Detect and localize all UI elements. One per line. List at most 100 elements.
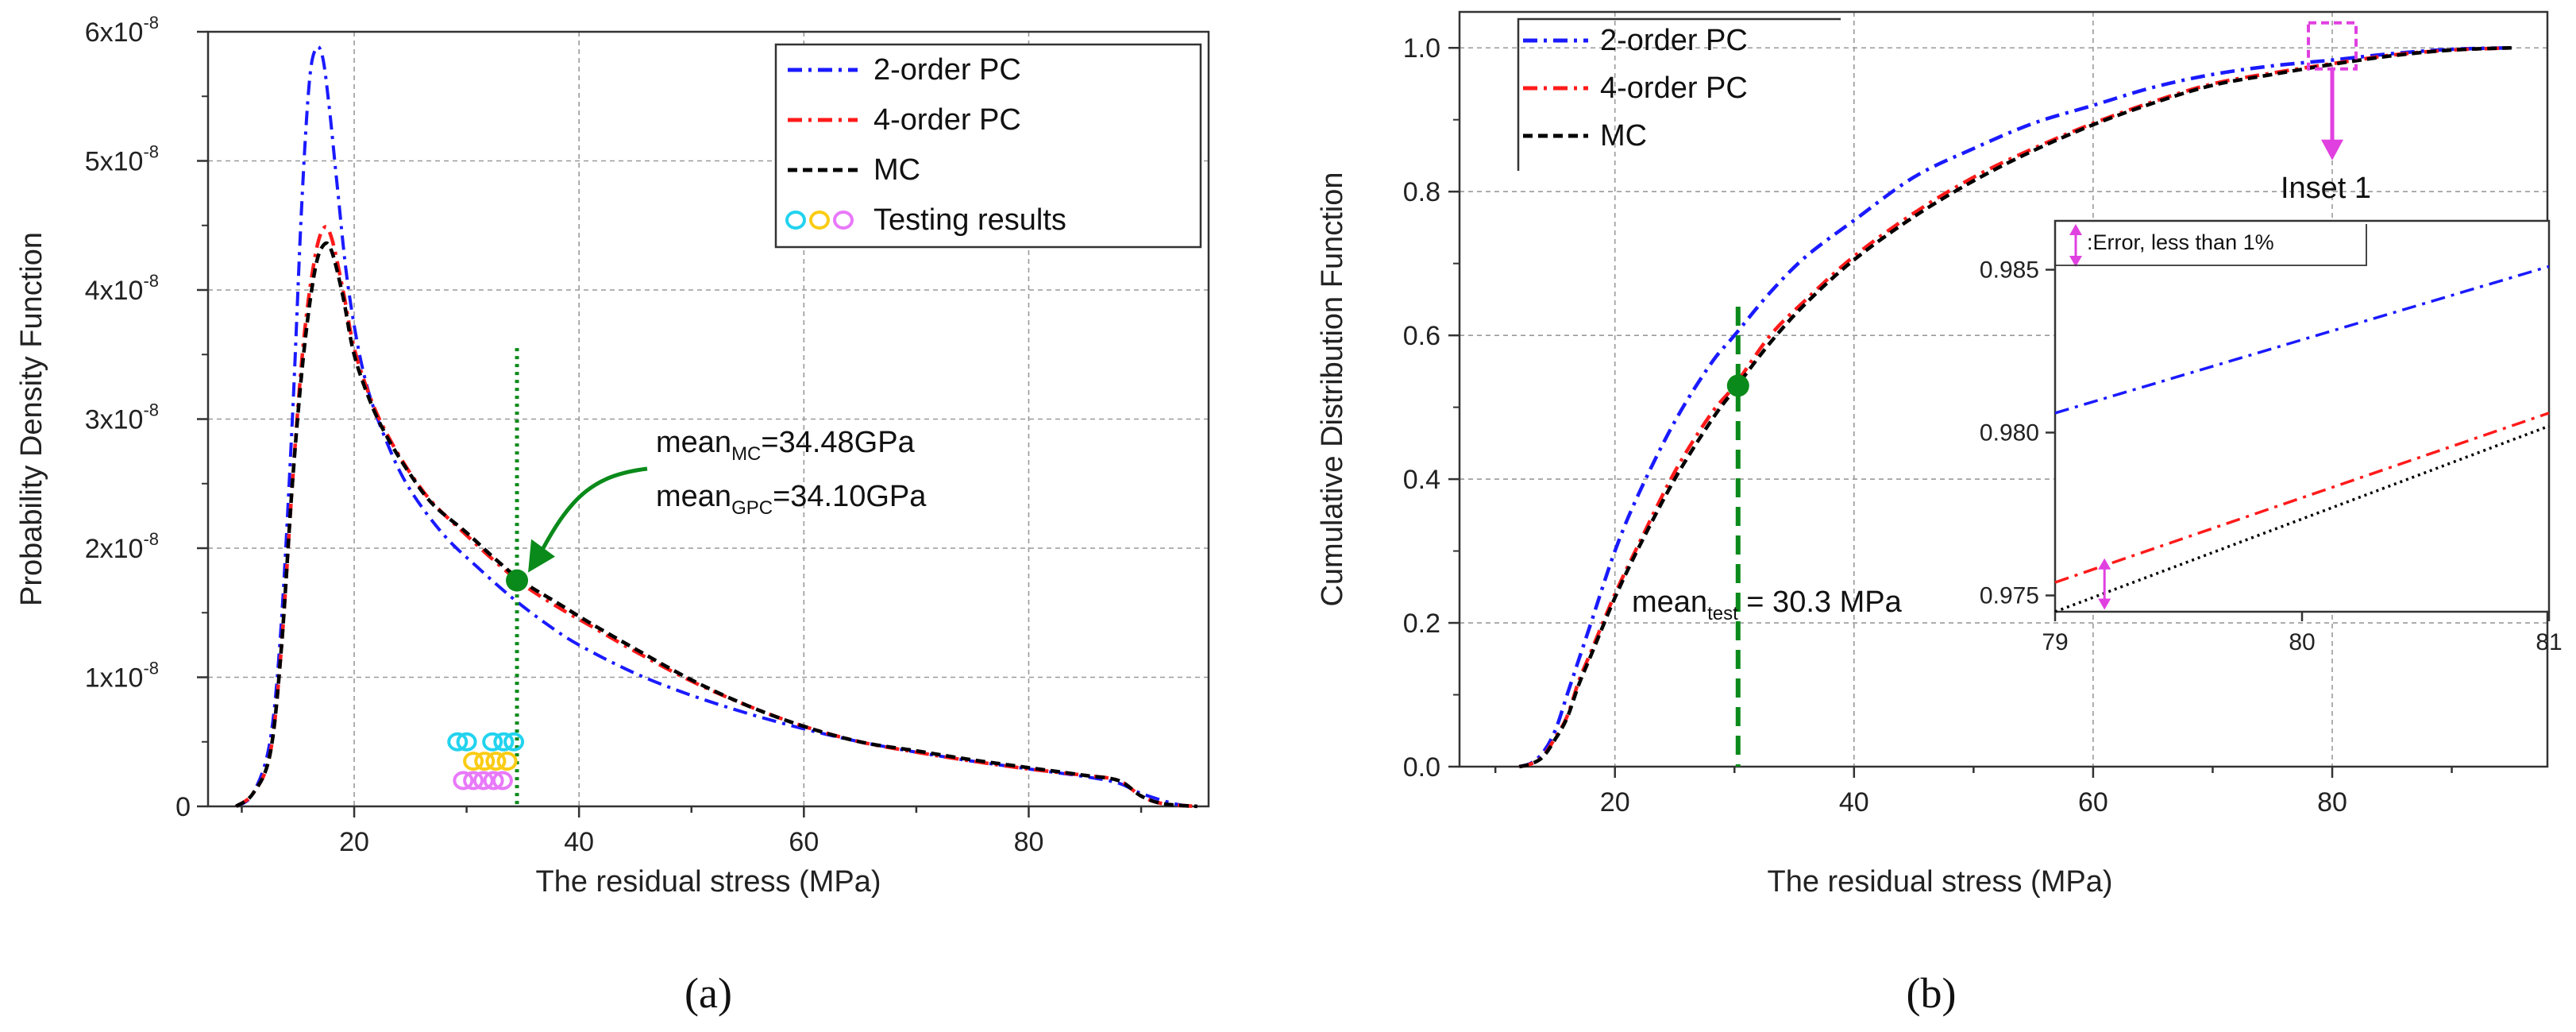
x-tick-label: 40 — [1839, 787, 1869, 817]
annotation-mean-gpc-base: mean — [656, 480, 731, 513]
x-tick-label: 20 — [339, 827, 369, 857]
mean-arrow-head — [528, 539, 556, 573]
y-tick-label: 0.8 — [1403, 177, 1440, 207]
testing-result-point — [453, 771, 474, 790]
y-tick-label: 2x10-8 — [85, 529, 159, 564]
error-gap-arrow-up — [2098, 558, 2111, 570]
annotation-mean-gpc: meanGPC=34.10GPa — [656, 480, 927, 519]
series-line-2-order-pc — [235, 44, 1198, 808]
inset-plot: 79 80 81 0.975 0.980 0.985:Error, less than 1… — [1980, 219, 2563, 655]
y-tick-label: 0.6 — [1403, 321, 1440, 351]
x-axis-label: The residual stress (MPa) — [1767, 865, 2112, 899]
y-tick-mantissa: 3x10 — [85, 405, 144, 435]
x-tick-label: 40 — [564, 827, 594, 857]
chart-b: 20 40 60 80 0.0 0.2 0.4 0.6 0.8 1.0 The residual s… — [1316, 10, 2563, 1017]
x-tick-label: 80 — [1014, 827, 1044, 857]
testing-result-point — [493, 732, 515, 752]
annotation-mean-gpc-sub: GPC — [731, 497, 773, 519]
x-axis-label: The residual stress (MPa) — [535, 865, 881, 899]
y-tick-label: 0.0 — [1403, 752, 1440, 783]
error-gap-arrow-down — [2098, 598, 2111, 610]
legend-label: MC — [873, 153, 920, 187]
inset-label: Inset 1 — [2281, 172, 2371, 205]
annotation-mean-mc-base: mean — [656, 426, 731, 459]
legend: 2-order PC 4-order PC MC Testing results — [774, 43, 1202, 249]
legend-marker-circle — [785, 211, 806, 230]
testing-result-point — [496, 752, 518, 771]
y-axis-label: Cumulative Distribution Function — [1316, 172, 1349, 606]
y-tick-mantissa: 5x10 — [85, 147, 144, 177]
testing-result-point — [492, 771, 513, 790]
series-line-2-order-pc — [1518, 45, 2512, 769]
caption-a: (a) — [684, 969, 732, 1017]
legend-frame — [1517, 17, 1841, 171]
testing-result-point — [447, 732, 469, 752]
y-tick-label: 3x10-8 — [85, 400, 159, 435]
y-tick-exponent: -8 — [143, 529, 159, 549]
y-tick-exponent: -8 — [143, 271, 159, 291]
annotation-mean-test-sub: test — [1707, 603, 1738, 624]
mean-marker — [1726, 374, 1749, 397]
y-tick-label: 1.0 — [1403, 33, 1440, 64]
y-tick-label: 6x10-8 — [85, 13, 159, 48]
y-tick-label: 0.4 — [1403, 465, 1440, 495]
inset-series-2-order-pc — [2054, 265, 2550, 415]
caption-b: (b) — [1907, 969, 1957, 1017]
x-tick-label: 60 — [789, 827, 819, 857]
legend-label: 4-order PC — [1600, 72, 1748, 105]
testing-result-point — [503, 732, 525, 752]
annotation-mean-mc-rest: =34.48GPa — [761, 426, 915, 459]
testing-result-point — [482, 732, 503, 752]
inset-x-tick-label: 79 — [2042, 629, 2068, 655]
y-tick-exponent: -8 — [143, 13, 159, 33]
testing-result-point — [483, 771, 504, 790]
y-tick-exponent: -8 — [143, 659, 159, 678]
y-tick-label: 0 — [175, 792, 191, 822]
series-line-4-order-pc — [235, 225, 1197, 809]
y-tick-label: 4x10-8 — [85, 271, 159, 306]
legend-label: 2-order PC — [1600, 24, 1748, 57]
error-note-arrow-up — [2069, 224, 2082, 235]
testing-result-point — [485, 752, 507, 771]
mean-marker — [506, 569, 529, 592]
inset-frame — [2053, 219, 2551, 613]
legend-marker-circle — [833, 211, 854, 230]
testing-result-point — [456, 732, 477, 752]
legend-marker-circle — [809, 211, 830, 230]
y-tick-label: 0.2 — [1403, 609, 1440, 639]
legend-label: 2-order PC — [873, 53, 1021, 87]
x-tick-label: 20 — [1600, 787, 1630, 817]
annotation-mean-test: meantest = 30.3 MPa — [1632, 586, 1903, 624]
inset-y-tick-label: 0.975 — [1980, 583, 2039, 609]
y-tick-mantissa: 2x10 — [85, 534, 144, 564]
mean-arrow — [538, 466, 648, 554]
y-tick-label: 1x10-8 — [85, 659, 159, 694]
series-line-mc — [1518, 45, 2512, 769]
x-tick-label: 60 — [2078, 787, 2108, 817]
series-line-mc — [235, 241, 1197, 809]
legend: 2-order PC 4-order PC MC — [1517, 17, 1841, 171]
chart-a: 20 40 60 8001x10-82x10-83x10-84x10-85x10-86… — [15, 13, 1210, 1017]
legend-label: 4-order PC — [873, 103, 1021, 137]
testing-result-point — [472, 771, 494, 790]
legend-label: Testing results — [873, 203, 1066, 237]
y-tick-mantissa: 6x10 — [85, 17, 144, 48]
inset-x-tick-label: 81 — [2536, 629, 2562, 655]
x-tick-label: 80 — [2317, 787, 2347, 817]
y-tick-exponent: -8 — [143, 400, 159, 420]
annotation-mean-test-base: mean — [1632, 586, 1707, 619]
inset-x-tick-label: 80 — [2289, 629, 2315, 655]
inset-pointer-arrow-head — [2321, 139, 2344, 160]
annotation-mean-gpc-rest: =34.10GPa — [773, 480, 927, 513]
y-axis-label: Probability Density Function — [15, 232, 48, 606]
y-tick-mantissa: 1x10 — [85, 663, 144, 694]
testing-result-point — [463, 771, 484, 790]
error-note: :Error, less than 1% — [2087, 230, 2274, 254]
y-tick-label: 5x10-8 — [85, 142, 159, 177]
annotation-mean-mc-sub: MC — [731, 443, 761, 465]
inset-y-tick-label: 0.985 — [1980, 257, 2039, 284]
error-note-arrow-down — [2069, 256, 2082, 267]
annotation-mean-mc: meanMC=34.48GPa — [656, 426, 916, 465]
